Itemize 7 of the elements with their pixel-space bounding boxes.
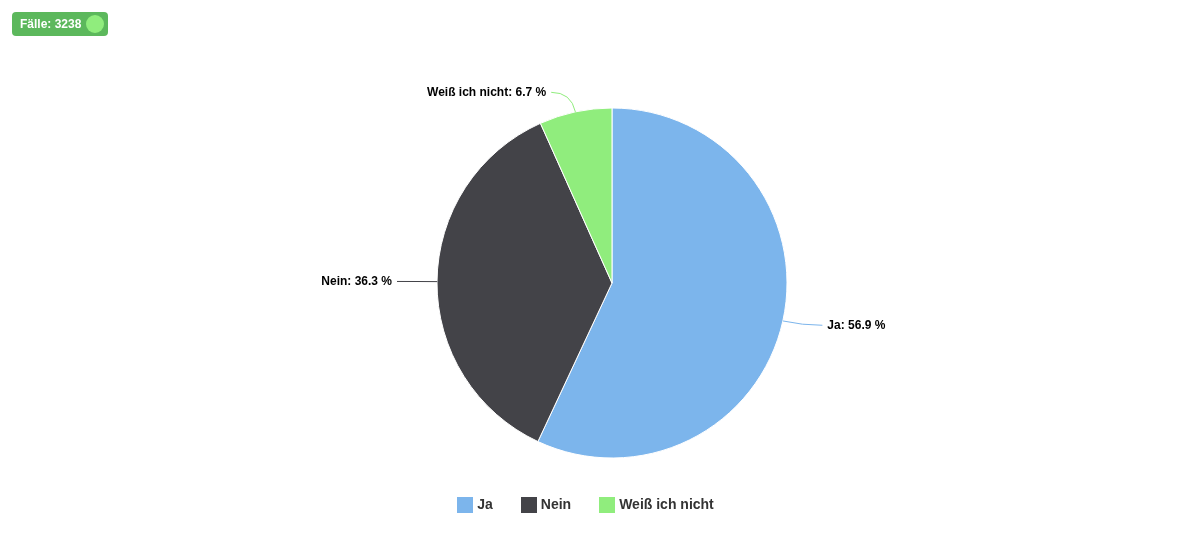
legend-label: Nein [540, 495, 572, 512]
data-label: Ja: 56.9 % [827, 318, 886, 333]
data-label: Weiß ich nicht: 6.7 % [427, 85, 547, 100]
legend-label: Weiß ich nicht [619, 495, 714, 512]
data-label: Nein: 36.3 % [321, 274, 393, 289]
legend-label: Ja [477, 495, 493, 512]
text: Fälle: 3238 [20, 17, 82, 31]
